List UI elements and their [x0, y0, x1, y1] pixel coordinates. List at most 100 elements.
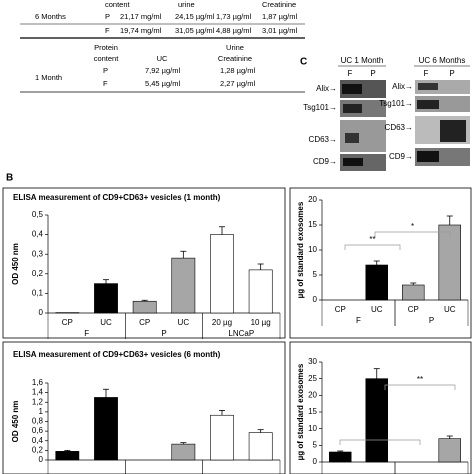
blot-title: UC 1 Month — [341, 56, 384, 65]
marker-label: CD63→ — [309, 135, 337, 144]
cell: P — [105, 12, 110, 21]
y-tick-label: 0,6 — [32, 426, 44, 435]
y-tick-label: 0 — [313, 457, 318, 466]
bar — [132, 300, 157, 314]
panel-c: C UC 1 Month F P Alix→ Tsg101→ CD63→ CD9… — [300, 56, 470, 171]
y-tick-label: 1 — [39, 407, 44, 416]
marker-label: Alix→ — [392, 82, 413, 91]
header: urine — [178, 0, 195, 9]
y-tick-label: 0 — [39, 455, 44, 464]
bar — [210, 414, 234, 461]
cell: 1,73 µg/ml — [216, 12, 252, 21]
y-tick-label: 0,4 — [32, 436, 44, 445]
marker-label: Tsg101→ — [379, 99, 413, 108]
bar — [94, 397, 118, 461]
cell: 1,87 µg/ml — [262, 12, 298, 21]
chart-frame — [2, 341, 286, 474]
x-tick-label: CP — [408, 305, 419, 314]
blot-band — [345, 133, 359, 143]
y-tick-label: 0,3 — [32, 249, 44, 258]
x-tick-label: CP — [139, 318, 150, 327]
bar — [365, 378, 388, 463]
x-tick-label: 20 µg — [212, 318, 232, 327]
x-tick-label: CP — [62, 318, 73, 327]
blot-band — [418, 83, 438, 90]
row-label: 1 Month — [35, 73, 62, 82]
bar — [328, 451, 352, 463]
bar — [94, 283, 118, 314]
annotation: ** — [417, 375, 423, 384]
lane-label: F — [348, 69, 353, 78]
y-axis-label: µg of standard exosomes — [296, 363, 305, 460]
panel-label: C — [300, 57, 307, 68]
marker-label: Alix→ — [316, 84, 337, 93]
bar — [55, 451, 80, 461]
x-tick-label: UC — [178, 318, 190, 327]
blot-band — [417, 151, 439, 162]
group-label: P — [429, 316, 434, 325]
blot-band — [417, 100, 439, 109]
x-tick-label: UC — [371, 305, 383, 314]
blot-band — [343, 104, 362, 113]
group-label: F — [356, 316, 361, 325]
chart-frame — [289, 341, 472, 474]
cell: 3,01 µg/ml — [262, 26, 298, 35]
header: Creatinine — [262, 0, 296, 9]
bar — [171, 257, 196, 314]
bar — [171, 443, 196, 461]
table-1m: Protein content UC Urine Creatinine 1 Mo… — [20, 43, 305, 93]
blot-band — [440, 120, 466, 142]
cell: 19,74 mg/ml — [120, 26, 162, 35]
y-axis-label: OD 450 nm — [11, 401, 20, 443]
x-tick-label: UC — [444, 305, 456, 314]
y-tick-label: 20 — [308, 390, 317, 399]
cell: 1,28 µg/ml — [220, 66, 256, 75]
x-tick-label: CP — [335, 305, 346, 314]
cell: 4,88 µg/ml — [216, 26, 252, 35]
cell: 5,45 µg/ml — [145, 79, 181, 88]
y-tick-label: 5 — [313, 440, 318, 449]
cell: 21,17 mg/ml — [120, 12, 162, 21]
blot-title: UC 6 Months — [419, 56, 466, 65]
header: Creatinine — [218, 54, 252, 63]
bar — [248, 269, 273, 314]
marker-label: CD63→ — [385, 123, 413, 132]
header: content — [105, 0, 131, 9]
table-6m: content urine Creatinine 6 Months P 21,1… — [20, 0, 305, 39]
y-axis-label: µg of standard exosomes — [296, 201, 305, 298]
x-tick-label: UC — [100, 318, 112, 327]
header: Urine — [226, 43, 244, 52]
group-label: LNCaP — [228, 329, 254, 338]
y-tick-label: 15 — [308, 407, 317, 416]
significance-bracket — [339, 439, 421, 445]
marker-label: CD9→ — [313, 157, 337, 166]
cell: 7,92 µg/ml — [145, 66, 181, 75]
y-tick-label: 1,6 — [32, 378, 44, 387]
lane-label: P — [449, 69, 454, 78]
annotation: *** — [375, 430, 384, 439]
bar — [210, 234, 234, 314]
y-axis-label: OD 450 nm — [11, 243, 20, 285]
y-tick-label: 15 — [308, 220, 317, 229]
annotation: ** — [369, 235, 375, 244]
x-tick-label: 10 µg — [251, 318, 271, 327]
cell: P — [103, 66, 108, 75]
significance-bracket — [344, 244, 401, 250]
blot-band — [342, 84, 362, 94]
cell: F — [105, 26, 110, 35]
bar — [248, 432, 273, 461]
y-tick-label: 1,2 — [32, 397, 44, 406]
y-tick-label: 25 — [308, 374, 317, 383]
chart-title: ELISA measurement of CD9+CD63+ vesicles … — [13, 350, 221, 359]
y-tick-label: 1,4 — [32, 388, 44, 397]
cell: F — [103, 79, 108, 88]
chart-title: ELISA measurement of CD9+CD63+ vesicles … — [13, 193, 221, 202]
y-tick-label: 0,2 — [32, 445, 44, 454]
y-tick-label: 20 — [308, 195, 317, 204]
y-tick-label: 0 — [313, 295, 318, 304]
panel-label: B — [6, 173, 13, 184]
lane-label: P — [370, 69, 375, 78]
marker-label: Tsg101→ — [303, 103, 337, 112]
group-label: P — [161, 329, 166, 338]
